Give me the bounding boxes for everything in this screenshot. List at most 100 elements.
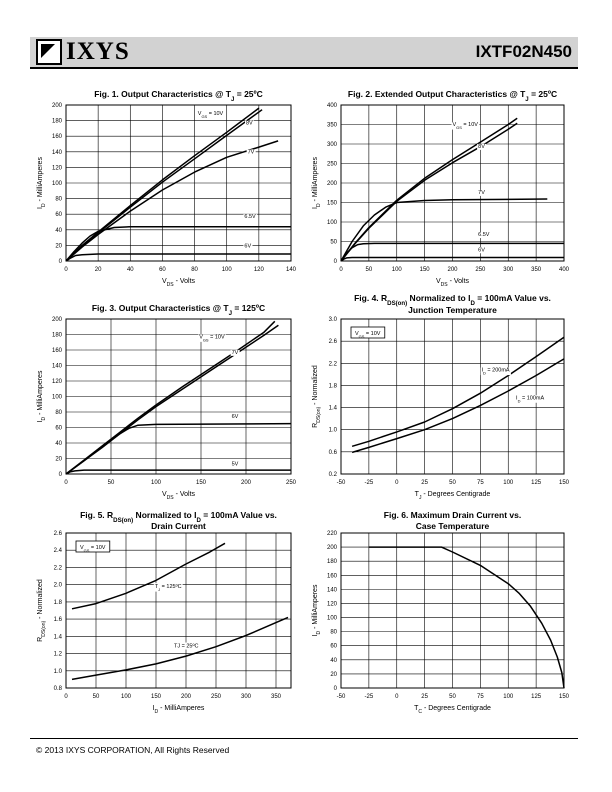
chart-fig6-max-drain-current-vs-case-temp: Fig. 6. Maximum Drain Current vs.Case Te… [312, 510, 570, 715]
x-tick-label: 250 [475, 267, 486, 273]
x-tick-label: -25 [365, 480, 374, 486]
y-tick-label: 1.0 [54, 669, 63, 675]
series-group [368, 546, 565, 689]
x-tick-label: -50 [337, 480, 346, 486]
chart-subtitle: Case Temperature [416, 521, 490, 531]
x-tick-label: 250 [286, 480, 297, 486]
series-group [340, 117, 564, 262]
x-tick-label: 50 [366, 267, 373, 273]
y-tick-label: 300 [327, 142, 338, 148]
series-line-i-d-200ma [351, 336, 565, 448]
y-axis-label: ID - MilliAmperes [312, 584, 322, 636]
y-tick-label: 100 [52, 395, 63, 401]
y-tick-label: 1.4 [329, 406, 338, 412]
y-tick-label: 100 [52, 181, 63, 187]
x-tick-label: 300 [241, 694, 252, 700]
x-tick-label: 100 [151, 480, 162, 486]
curve-label: 6V [232, 414, 239, 420]
y-tick-label: 50 [330, 240, 337, 246]
plot-frame [340, 318, 565, 475]
y-tick-label: 180 [52, 119, 63, 125]
y-tick-label: 0.2 [329, 472, 338, 478]
y-tick-label: 2.4 [54, 548, 63, 554]
legend-box [350, 326, 386, 339]
y-tick-label: 200 [327, 545, 338, 551]
y-tick-label: 1.2 [54, 652, 63, 658]
curve-label: ID = 100mA [516, 395, 544, 403]
y-tick-label: 2.2 [54, 565, 63, 571]
grid [65, 532, 291, 689]
y-tick-label: 140 [52, 150, 63, 156]
y-tick-label: 0 [59, 472, 63, 478]
curve-label: 7V [478, 190, 485, 196]
curve-label-background [477, 247, 487, 254]
x-tick-label: 100 [222, 267, 233, 273]
curve-label: TJ = 125ºC [155, 583, 182, 592]
y-tick-label: 140 [52, 364, 63, 370]
series-line-8v [340, 122, 518, 262]
y-tick-label: 40 [330, 658, 337, 664]
chart-fig1-output-25c: Fig. 1. Output Characteristics @ TJ = 25… [37, 89, 297, 288]
y-tick-label: 150 [327, 201, 338, 207]
curve-label-background [243, 214, 258, 221]
curve-label-background [230, 349, 240, 356]
y-tick-label: 2.2 [329, 361, 338, 367]
chart-subtitle: Junction Temperature [408, 305, 497, 315]
y-tick-label: 0.6 [329, 450, 338, 456]
x-tick-label: 250 [211, 694, 222, 700]
x-tick-label: 80 [191, 267, 198, 273]
plot-frame [65, 104, 292, 262]
x-tick-label: 75 [477, 694, 484, 700]
x-tick-label: 50 [108, 480, 115, 486]
series-group [71, 542, 289, 681]
grid [65, 104, 292, 262]
y-tick-label: 120 [327, 601, 338, 607]
y-tick-label: 100 [327, 220, 338, 226]
y-tick-label: 20 [330, 672, 337, 678]
curve-label: VGS = 10V [198, 111, 224, 119]
x-tick-label: 400 [559, 267, 570, 273]
x-tick-label: 0 [395, 694, 399, 700]
curve-label: 8V [478, 144, 485, 150]
y-tick-label: 250 [327, 162, 338, 168]
y-tick-label: 20 [55, 457, 62, 463]
x-tick-label: 20 [95, 267, 102, 273]
x-tick-label: 140 [286, 267, 297, 273]
x-tick-label: 150 [196, 480, 207, 486]
ixys-logo-mark-icon [36, 39, 62, 65]
y-tick-label: 160 [52, 134, 63, 140]
curve-label: TJ = 25ºC [174, 643, 199, 650]
y-tick-label: 1.8 [329, 383, 338, 389]
x-tick-label: 50 [449, 694, 456, 700]
chart-title: Fig. 3. Output Characteristics @ TJ = 12… [92, 303, 265, 317]
y-tick-label: 160 [52, 348, 63, 354]
chart-fig4-rds-vs-junction-temp: Fig. 4. RDS(on) Normalized to ID = 100mA… [312, 293, 570, 501]
curve-label-background [196, 111, 225, 119]
y-tick-label: 3.0 [329, 317, 338, 323]
x-axis-label: TJ - Degrees Centigrade [415, 491, 491, 501]
y-tick-label: 80 [55, 410, 62, 416]
series-group [65, 320, 292, 475]
x-tick-label: 75 [477, 480, 484, 486]
series-line-curve [368, 546, 565, 689]
curve-label-background [243, 243, 253, 250]
series-group [65, 107, 291, 262]
chart-fig3-output-125c: Fig. 3. Output Characteristics @ TJ = 12… [37, 303, 297, 501]
x-tick-label: 150 [420, 267, 431, 273]
curve-label: 8V [246, 121, 253, 127]
x-axis-label: VDS - Volts [436, 278, 470, 288]
x-tick-label: 200 [241, 480, 252, 486]
series-line-6v [65, 422, 292, 475]
curve-label: ID = 200mA [481, 368, 509, 376]
x-tick-label: 0 [64, 480, 68, 486]
y-tick-label: 1.8 [54, 600, 63, 606]
series-line-8v [65, 109, 263, 262]
x-tick-label: 100 [121, 694, 132, 700]
curve-label-background [477, 143, 487, 150]
x-tick-label: 0 [64, 267, 68, 273]
y-tick-label: 60 [330, 644, 337, 650]
y-tick-label: 80 [330, 630, 337, 636]
series-line-6v [340, 256, 564, 262]
x-tick-label: 200 [181, 694, 192, 700]
curve-label: 5V [232, 461, 239, 467]
